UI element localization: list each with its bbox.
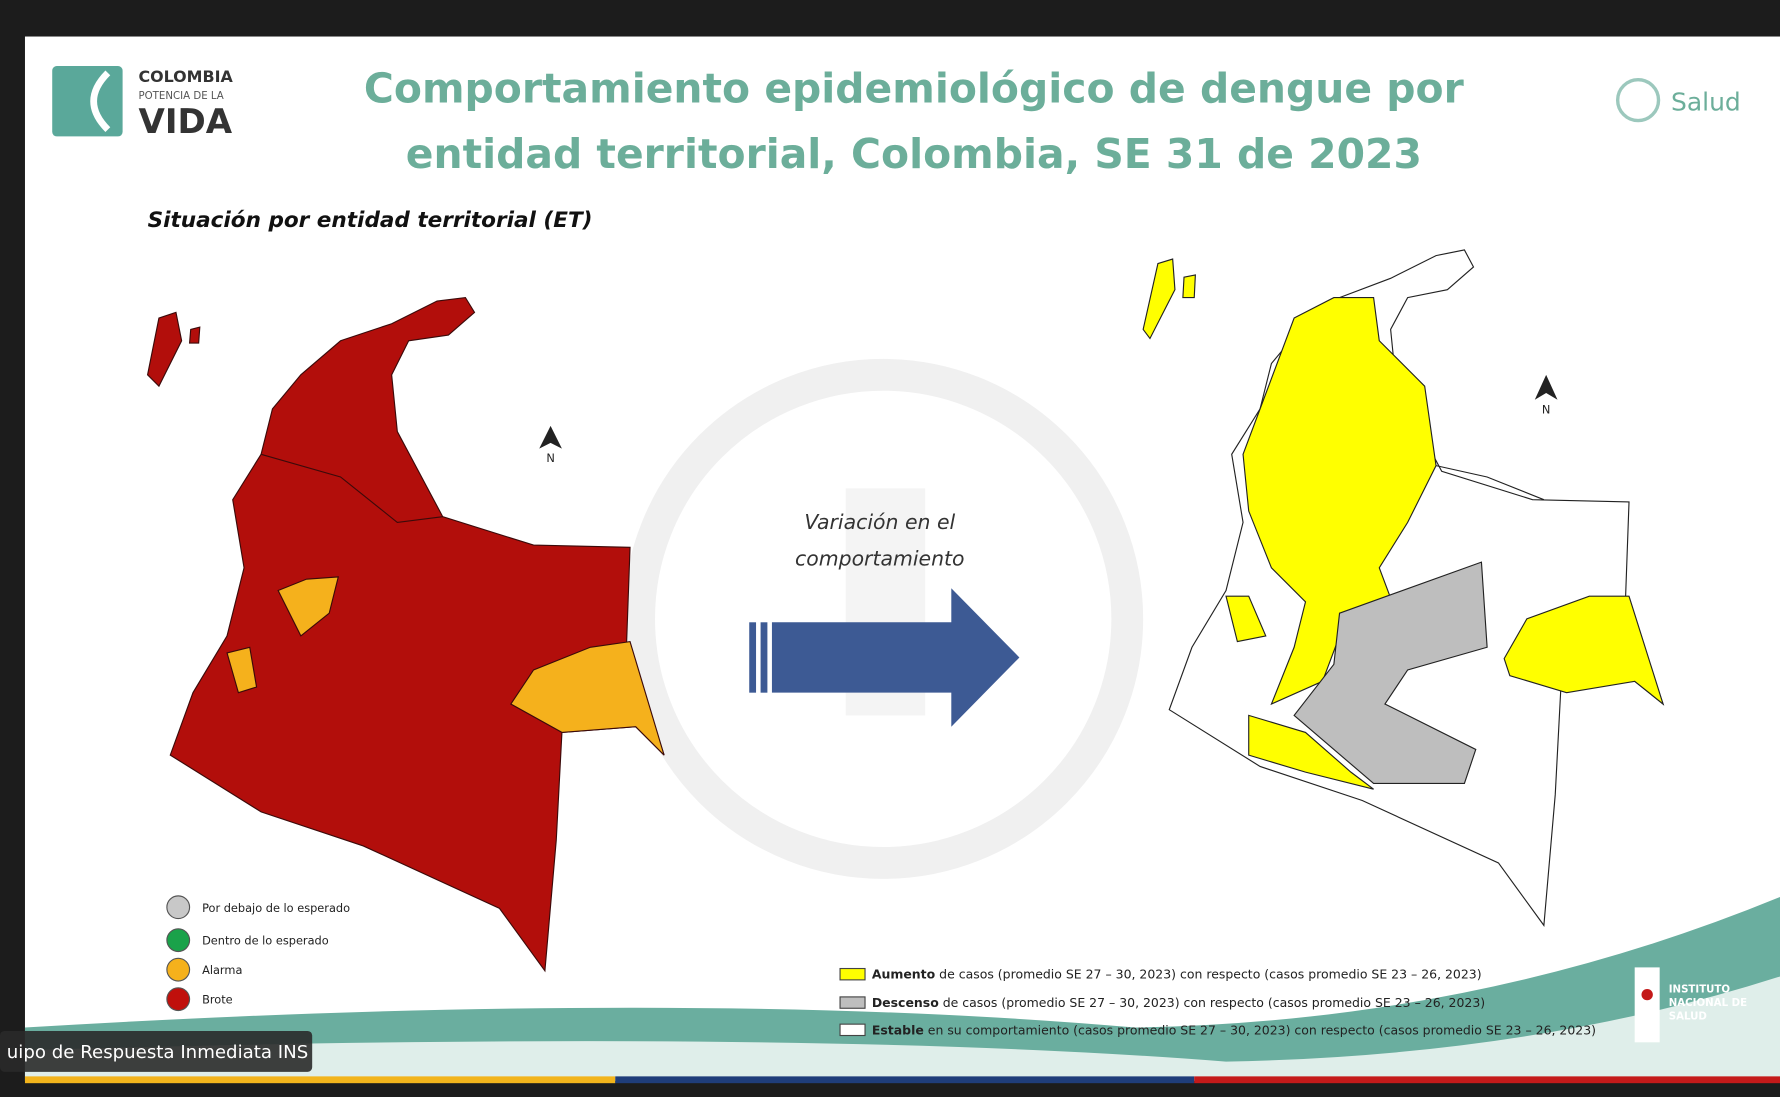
legend-bold: Aumento — [872, 967, 936, 982]
legend-label: Brote — [202, 993, 233, 1007]
speaker-name: uipo de Respuesta Inmediata INS — [7, 1042, 308, 1063]
institute: INSTITUTO NACIONAL DE SALUD — [1669, 984, 1747, 1022]
institute-text: SALUD — [1669, 1012, 1707, 1023]
subtitle: Situación por entidad territorial (ET) — [148, 208, 593, 233]
title: entidad territorial, Colombia, SE 31 de … — [406, 130, 1422, 178]
legend-label: Dentro de lo esperado — [202, 934, 329, 948]
left-map — [146, 297, 665, 973]
footer-swoosh — [24, 897, 1780, 1081]
north-label: N — [546, 451, 555, 465]
ministry-logo — [1615, 77, 1661, 123]
speaker-tag — [0, 1030, 313, 1072]
legend-label: Estable en su comportamiento (casos prom… — [872, 1022, 1596, 1037]
institute-text: NACIONAL DE — [1669, 998, 1747, 1009]
left-legend: Por debajo de lo esperado Dentro de lo e… — [166, 895, 350, 1012]
footer-bar — [1194, 1076, 1780, 1084]
arrow-label: Variación en el — [804, 510, 955, 534]
legend-label: Por debajo de lo esperado — [202, 901, 350, 915]
arrow-label: comportamiento — [795, 547, 965, 571]
title: Comportamiento epidemiológico de dengue … — [364, 64, 1465, 112]
footer-bar — [24, 1076, 616, 1084]
right-legend: Aumento de casos (promedio SE 27 – 30, 2… — [839, 967, 1596, 1037]
legend-label: Descenso de casos (promedio SE 27 – 30, … — [872, 995, 1485, 1010]
legend-text: de casos (promedio SE 27 – 30, 2023) con… — [939, 995, 1485, 1010]
north-arrow — [1534, 374, 1558, 400]
logo-text: VIDA — [138, 102, 232, 142]
logo-text: POTENCIA DE LA — [138, 91, 223, 102]
legend-swatch — [839, 996, 866, 1009]
logo-mark — [90, 70, 111, 133]
north-label: N — [1542, 402, 1551, 416]
logo-mark — [52, 66, 123, 137]
north-arrow — [539, 425, 562, 449]
footer-swoosh — [24, 976, 1780, 1081]
legend-swatch — [839, 967, 866, 981]
legend-swatch — [166, 987, 191, 1012]
legend-swatch — [166, 895, 191, 920]
legend-label: Alarma — [202, 963, 242, 977]
institute-logo — [1641, 988, 1653, 1001]
legend-bold: Estable — [872, 1022, 924, 1037]
legend-swatch — [166, 928, 191, 953]
arrow — [749, 588, 1020, 727]
legend-text: en su comportamiento (casos promedio SE … — [924, 1022, 1596, 1037]
logo-text: COLOMBIA — [138, 67, 233, 86]
legend-swatch — [166, 957, 191, 982]
right-map — [1142, 249, 1665, 927]
legend-text: de casos (promedio SE 27 – 30, 2023) con… — [935, 967, 1481, 982]
footer-bar — [615, 1076, 1195, 1084]
institute-text: INSTITUTO — [1669, 984, 1731, 995]
ministry: Salud — [1671, 87, 1741, 116]
institute-logo — [1634, 967, 1660, 1043]
watermark — [623, 358, 1144, 879]
legend-swatch — [839, 1023, 866, 1037]
legend-bold: Descenso — [872, 995, 939, 1010]
legend-label: Aumento de casos (promedio SE 27 – 30, 2… — [872, 967, 1482, 982]
